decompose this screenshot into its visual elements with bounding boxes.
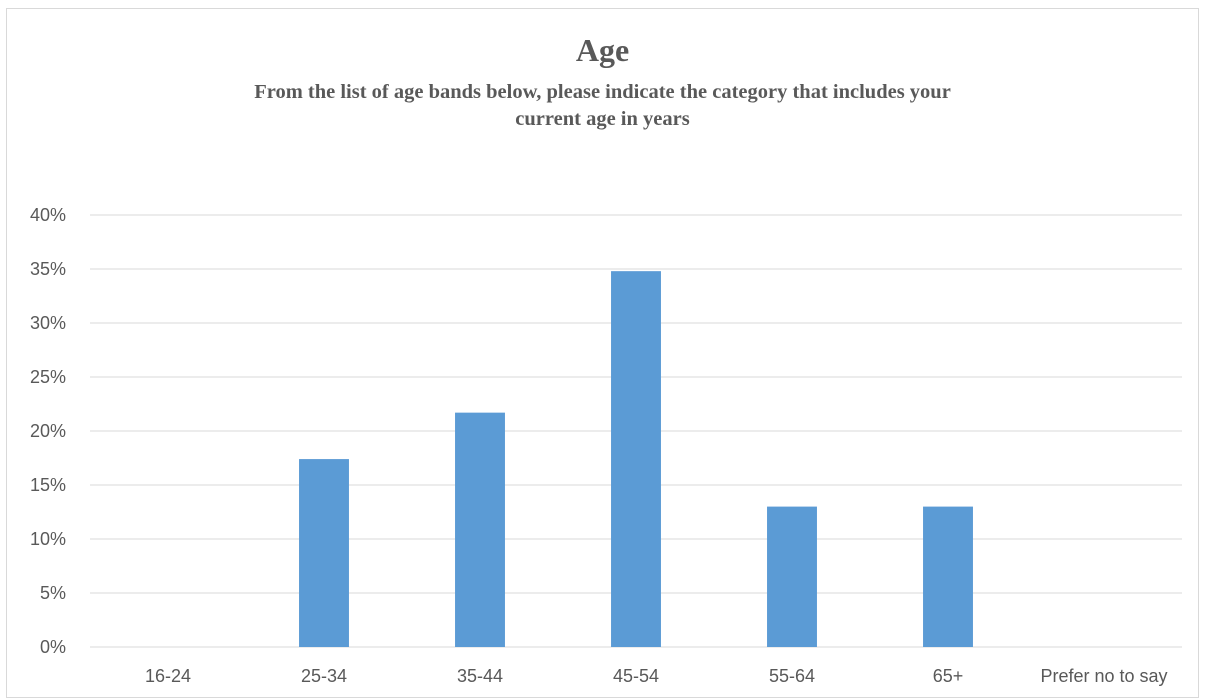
- y-tick-label: 0%: [40, 637, 66, 657]
- bar-45-54: [611, 271, 661, 647]
- bar-65: [923, 506, 973, 647]
- y-tick-label: 40%: [30, 205, 66, 225]
- chart-subtitle-line-1: From the list of age bands below, please…: [254, 81, 951, 103]
- bar-35-44: [455, 412, 505, 647]
- x-tick-label: 25-34: [301, 666, 347, 686]
- chart-frame: [6, 8, 1199, 698]
- y-tick-label: 5%: [40, 583, 66, 603]
- x-axis-tick-labels: 16-24 25-34 35-44 45-54 55-64 65+ Prefer no to…: [145, 666, 1168, 686]
- bar-25-34: [299, 459, 349, 647]
- x-tick-label: 45-54: [613, 666, 659, 686]
- x-tick-label: 35-44: [457, 666, 503, 686]
- y-tick-label: 20%: [30, 421, 66, 441]
- y-tick-label: 15%: [30, 475, 66, 495]
- x-tick-label: 16-24: [145, 666, 191, 686]
- bars: [299, 271, 973, 647]
- y-tick-label: 25%: [30, 367, 66, 387]
- x-tick-label: Prefer no to say: [1040, 666, 1167, 686]
- x-tick-label: 65+: [933, 666, 964, 686]
- chart-subtitle-line-2: current age in years: [515, 108, 690, 130]
- y-tick-label: 30%: [30, 313, 66, 333]
- chart-subtitle: From the list of age bands below, please…: [0, 79, 1205, 133]
- y-tick-label: 10%: [30, 529, 66, 549]
- x-tick-label: 55-64: [769, 666, 815, 686]
- y-tick-label: 35%: [30, 259, 66, 279]
- y-axis-tick-labels: 0% 5% 10% 15% 20% 25% 30% 35% 40%: [30, 205, 66, 657]
- bar-55-64: [767, 506, 817, 647]
- chart-title: Age: [575, 32, 630, 68]
